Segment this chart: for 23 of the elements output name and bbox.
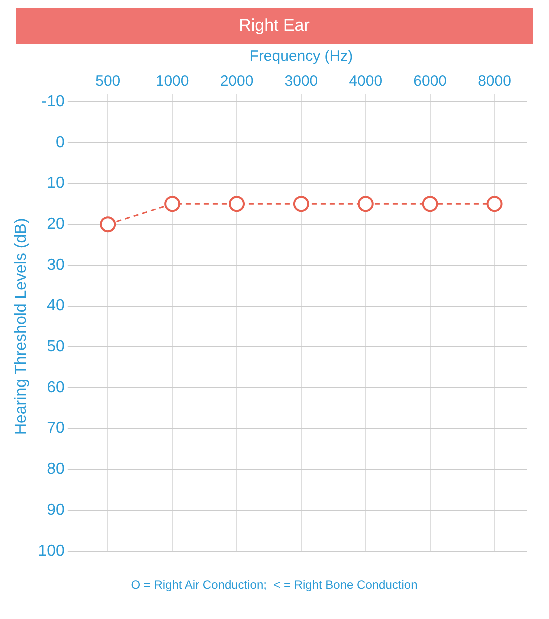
text: O = Right Air Conduction; < = Right Bone Conduction (130, 578, 419, 592)
x-tick-label: 2000 (220, 73, 254, 90)
x-tick-label: 3000 (284, 73, 318, 90)
chart-title: Right Ear (16, 8, 533, 44)
x-tick-label: 4000 (349, 73, 383, 90)
y-tick-label: 10 (47, 175, 65, 192)
y-tick-label: 40 (47, 298, 65, 315)
x-axis-title: Frequency (Hz) (250, 48, 354, 66)
y-tick-label: 60 (47, 379, 65, 396)
y-tick-label: 30 (47, 256, 65, 274)
x-tick-label: 1000 (156, 73, 190, 90)
y-tick-label: 70 (47, 420, 65, 438)
y-tick-label: 100 (38, 542, 65, 560)
x-tick-label: 500 (96, 73, 121, 90)
x-tick-label: 8000 (478, 73, 512, 90)
y-tick-label: -10 (42, 93, 65, 110)
x-tick-label: 6000 (414, 73, 448, 90)
y-tick-label: 20 (47, 216, 65, 233)
y-tick-label: 80 (47, 461, 65, 478)
y-tick-label: 90 (47, 502, 65, 519)
y-tick-label: 0 (56, 134, 65, 152)
y-axis-title: Hearing Threshold Levels (dB) (13, 218, 30, 436)
y-tick-label: 50 (47, 338, 65, 356)
